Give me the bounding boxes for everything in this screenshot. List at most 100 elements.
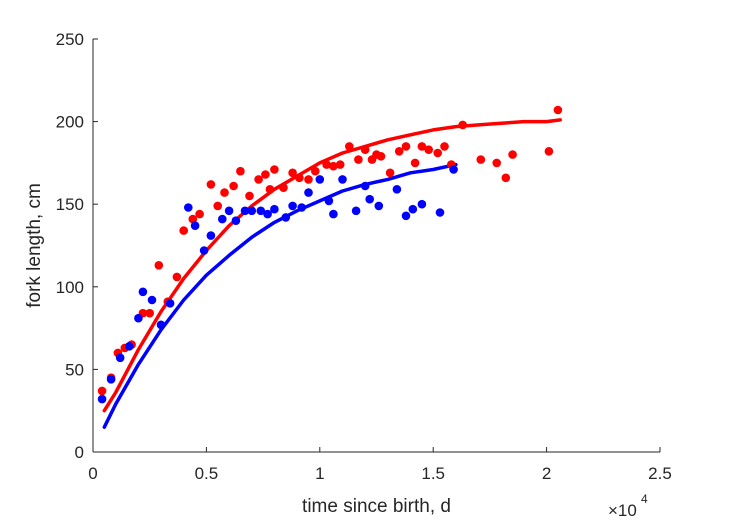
data-point-series-1 xyxy=(138,287,148,297)
data-point-series-0 xyxy=(288,168,297,178)
data-point-series-0 xyxy=(440,142,449,151)
fit-curve-1 xyxy=(102,162,458,429)
data-point-series-0 xyxy=(476,155,486,164)
data-point-series-1 xyxy=(218,214,227,224)
data-point-series-0 xyxy=(245,191,254,201)
data-point-series-0 xyxy=(410,158,420,168)
x-tick-label: 1.5 xyxy=(421,464,445,483)
data-point-series-0 xyxy=(311,166,320,176)
data-point-series-0 xyxy=(179,226,188,235)
data-point-series-1 xyxy=(206,231,216,240)
data-point-series-1 xyxy=(240,206,250,216)
data-point-series-0 xyxy=(254,175,263,184)
data-point-series-0 xyxy=(172,272,182,282)
data-point-series-1 xyxy=(417,199,427,209)
y-tick-label: 150 xyxy=(56,195,84,214)
data-point-series-1 xyxy=(315,175,325,184)
data-point-series-1 xyxy=(435,208,445,217)
data-point-series-1 xyxy=(256,206,266,216)
data-point-series-1 xyxy=(247,206,257,216)
data-point-series-1 xyxy=(304,188,313,197)
data-point-series-0 xyxy=(360,145,370,154)
data-point-series-1 xyxy=(374,201,384,211)
data-point-series-1 xyxy=(324,196,334,206)
data-point-series-1 xyxy=(199,246,209,255)
y-axis-ticks: 0 50 100 150 200 250 xyxy=(56,30,98,462)
data-point-series-1 xyxy=(125,342,134,351)
data-point-series-1 xyxy=(165,299,175,308)
y-axis-label: fork length, cm xyxy=(24,183,45,308)
data-point-series-0 xyxy=(265,185,275,194)
data-point-series-0 xyxy=(145,308,154,318)
data-point-series-1 xyxy=(297,203,307,212)
data-point-series-0 xyxy=(335,160,345,169)
data-point-series-1 xyxy=(106,375,116,384)
x-axis-ticks: 0 0.5 1 1.5 2 2.5 xyxy=(88,447,672,483)
y-tick-label: 50 xyxy=(65,360,84,379)
data-point-series-0 xyxy=(329,161,338,171)
data-point-series-1 xyxy=(184,203,193,212)
data-point-series-0 xyxy=(424,145,434,154)
data-point-series-1 xyxy=(360,181,370,191)
data-point-series-1 xyxy=(270,204,279,214)
x-tick-label: 0.5 xyxy=(195,464,219,483)
data-point-series-1 xyxy=(115,353,125,363)
data-point-series-1 xyxy=(156,320,166,330)
data-point-series-0 xyxy=(236,166,245,176)
data-point-series-0 xyxy=(544,147,554,156)
data-point-series-0 xyxy=(508,150,517,159)
y-tick-label: 0 xyxy=(75,443,84,462)
data-point-series-0 xyxy=(376,152,386,161)
data-point-series-1 xyxy=(263,209,272,219)
data-point-series-0 xyxy=(394,147,404,156)
data-point-series-0 xyxy=(304,175,313,184)
data-point-series-0 xyxy=(154,261,164,270)
data-point-series-0 xyxy=(195,209,204,219)
data-point-series-1 xyxy=(351,206,361,216)
data-point-series-0 xyxy=(279,183,288,192)
data-point-series-1 xyxy=(97,394,107,404)
data-point-series-1 xyxy=(147,295,157,305)
data-point-series-0 xyxy=(261,170,270,179)
axes xyxy=(92,39,660,453)
fit-curve-0 xyxy=(102,118,562,413)
x-tick-label: 0 xyxy=(88,464,97,483)
data-point-series-0 xyxy=(385,168,395,178)
data-point-series-0 xyxy=(270,165,279,174)
data-point-series-1 xyxy=(392,185,402,194)
x-tick-label: 2.5 xyxy=(648,464,672,483)
data-point-series-1 xyxy=(224,206,234,216)
x-axis-exponent: ×10 4 xyxy=(608,492,648,520)
data-points xyxy=(97,105,563,404)
data-point-series-1 xyxy=(365,194,375,204)
data-point-series-0 xyxy=(97,386,107,396)
data-point-series-1 xyxy=(401,211,411,221)
data-point-series-1 xyxy=(231,216,241,225)
y-tick-label: 200 xyxy=(56,113,84,132)
data-point-series-0 xyxy=(401,142,411,151)
data-point-series-1 xyxy=(190,221,200,230)
data-point-series-1 xyxy=(329,209,338,219)
data-point-series-1 xyxy=(449,165,458,174)
data-point-series-0 xyxy=(433,148,443,158)
data-point-series-0 xyxy=(492,158,502,168)
x-tick-label: 2 xyxy=(542,464,551,483)
data-point-series-0 xyxy=(553,105,563,115)
x-exponent-power: 4 xyxy=(641,492,648,506)
data-point-series-0 xyxy=(322,160,331,169)
data-point-series-0 xyxy=(417,142,427,151)
x-axis-label: time since birth, d xyxy=(302,496,451,517)
y-tick-label: 100 xyxy=(56,278,84,297)
x-exponent-base: ×10 xyxy=(608,501,637,520)
data-point-series-0 xyxy=(458,120,468,130)
x-tick-label: 1 xyxy=(315,464,324,483)
data-point-series-0 xyxy=(206,180,216,189)
data-point-series-0 xyxy=(501,173,511,183)
data-point-series-0 xyxy=(345,142,354,151)
data-point-series-0 xyxy=(188,214,198,224)
data-point-series-0 xyxy=(229,181,238,191)
data-point-series-0 xyxy=(213,201,222,211)
data-point-series-1 xyxy=(288,201,297,211)
